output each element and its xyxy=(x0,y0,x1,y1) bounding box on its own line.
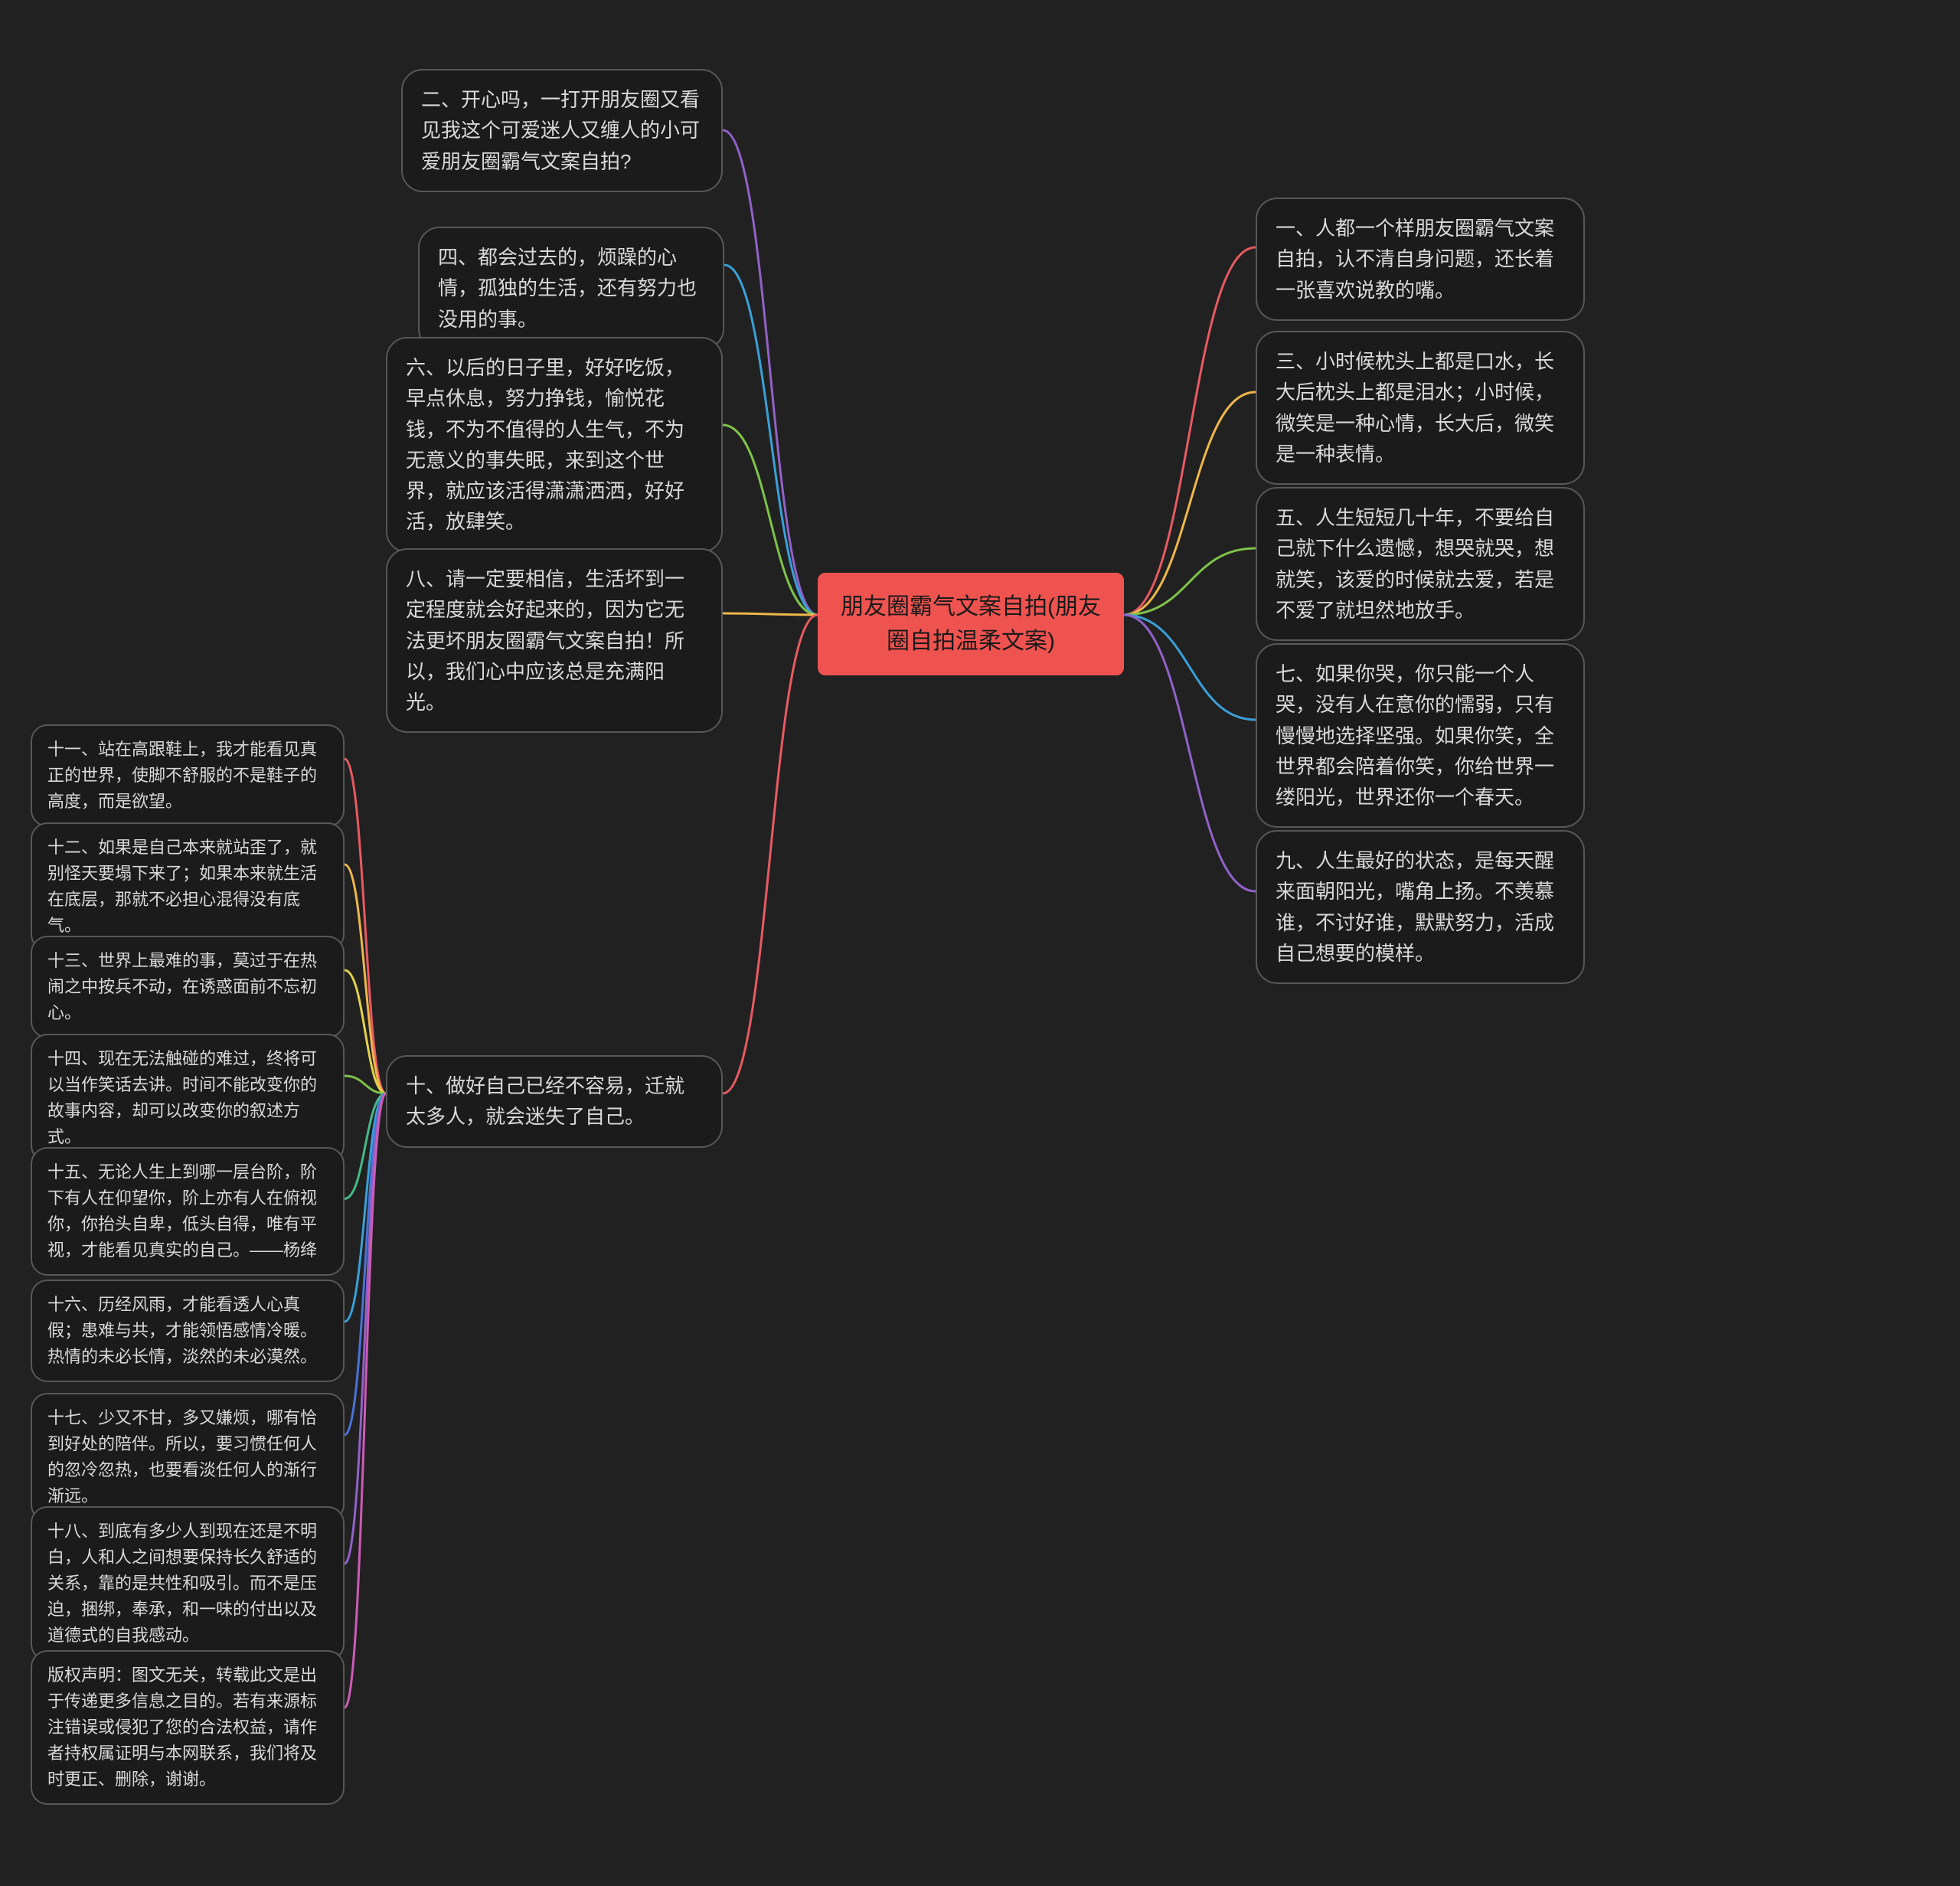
sub-node-s12: 十二、如果是自己本来就站歪了，就别怪天要塌下来了；如果本来就生活在底层，那就不必… xyxy=(31,822,345,951)
left-node-l10: 十、做好自己已经不容易，迁就太多人，就会迷失了自己。 xyxy=(386,1055,723,1148)
connector xyxy=(1124,548,1256,615)
connector xyxy=(723,425,818,615)
connector xyxy=(345,1093,386,1564)
left-node-l8: 八、请一定要相信，生活坏到一定程度就会好起来的，因为它无法更坏朋友圈霸气文案自拍… xyxy=(386,548,723,733)
right-node-r3: 三、小时候枕头上都是口水，长大后枕头上都是泪水；小时候，微笑是一种心情，长大后，… xyxy=(1256,331,1585,485)
sub-node-s17: 十七、少又不甘，多又嫌烦，哪有恰到好处的陪伴。所以，要习惯任何人的忽冷忽热，也要… xyxy=(31,1393,345,1522)
connector xyxy=(345,1093,386,1708)
connector xyxy=(345,970,386,1093)
left-node-l4: 四、都会过去的，烦躁的心情，孤独的生活，还有努力也没用的事。 xyxy=(418,227,724,350)
root-line: 朋友圈霸气文案自拍(朋友 xyxy=(841,594,1101,619)
connector xyxy=(723,613,818,615)
connector xyxy=(345,759,386,1093)
sub-node-s13: 十三、世界上最难的事，莫过于在热闹之中按兵不动，在诱惑面前不忘初心。 xyxy=(31,936,345,1038)
connector xyxy=(345,1076,386,1093)
connector xyxy=(723,615,818,1093)
connector xyxy=(345,1093,386,1435)
left-node-l2: 二、开心吗，一打开朋友圈又看见我这个可爱迷人又缠人的小可爱朋友圈霸气文案自拍? xyxy=(401,69,723,192)
connector xyxy=(345,1093,386,1322)
sub-node-s14: 十四、现在无法触碰的难过，终将可以当作笑话去讲。时间不能改变你的故事内容，却可以… xyxy=(31,1034,345,1162)
connector xyxy=(1124,615,1256,891)
sub-node-s16: 十六、历经风雨，才能看透人心真假；患难与共，才能领悟感情冷暖。热情的未必长情，淡… xyxy=(31,1280,345,1382)
sub-node-s18: 十八、到底有多少人到现在还是不明白，人和人之间想要保持长久舒适的关系，靠的是共性… xyxy=(31,1506,345,1661)
connector xyxy=(724,265,818,615)
sub-node-s19: 版权声明：图文无关，转载此文是出于传递更多信息之目的。若有来源标注错误或侵犯了您… xyxy=(31,1650,345,1805)
connector xyxy=(1124,392,1256,615)
right-node-r5: 五、人生短短几十年，不要给自己就下什么遗憾，想哭就哭，想就笑，该爱的时候就去爱，… xyxy=(1256,487,1585,641)
root-node: 朋友圈霸气文案自拍(朋友圈自拍温柔文案) xyxy=(818,573,1124,675)
right-node-r9: 九、人生最好的状态，是每天醒来面朝阳光，嘴角上扬。不羡慕谁，不讨好谁，默默努力，… xyxy=(1256,830,1585,984)
right-node-r7: 七、如果你哭，你只能一个人哭，没有人在意你的懦弱，只有慢慢地选择坚强。如果你笑，… xyxy=(1256,643,1585,828)
root-line: 圈自拍温柔文案) xyxy=(887,629,1055,654)
right-node-r1: 一、人都一个样朋友圈霸气文案自拍，认不清自身问题，还长着一张喜欢说教的嘴。 xyxy=(1256,198,1585,321)
sub-node-s11: 十一、站在高跟鞋上，我才能看见真正的世界，使脚不舒服的不是鞋子的高度，而是欲望。 xyxy=(31,724,345,827)
connector xyxy=(723,130,818,615)
connector xyxy=(1124,247,1256,615)
mindmap-canvas: 朋友圈霸气文案自拍(朋友圈自拍温柔文案) 一、人都一个样朋友圈霸气文案自拍，认不清… xyxy=(0,0,1960,1886)
connector xyxy=(345,865,386,1093)
left-node-l6: 六、以后的日子里，好好吃饭，早点休息，努力挣钱，愉悦花钱，不为不值得的人生气，不… xyxy=(386,337,723,553)
connector xyxy=(1124,615,1256,720)
connector xyxy=(345,1093,386,1199)
sub-node-s15: 十五、无论人生上到哪一层台阶，阶下有人在仰望你，阶上亦有人在俯视你，你抬头自卑，… xyxy=(31,1147,345,1276)
